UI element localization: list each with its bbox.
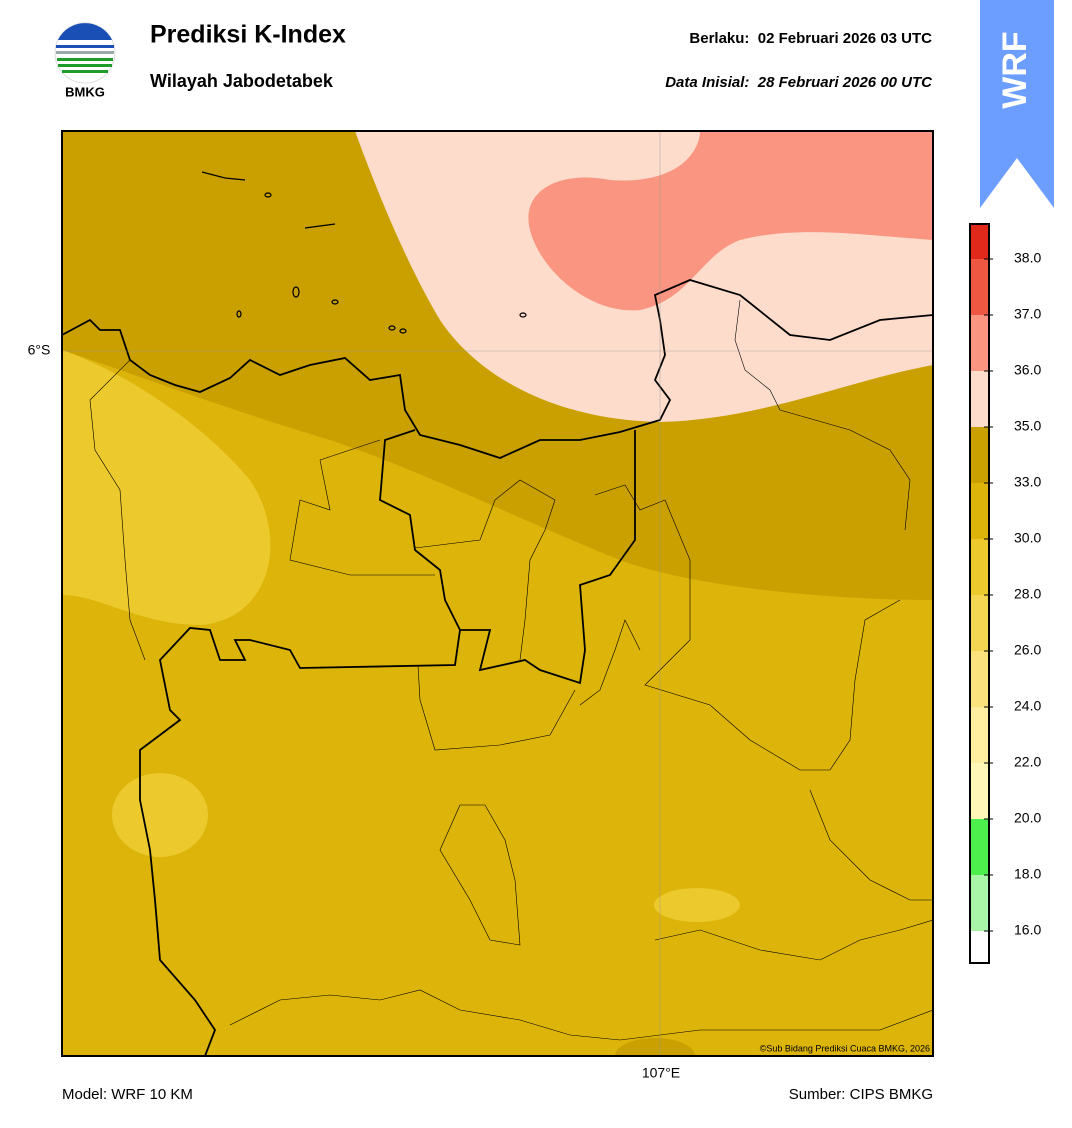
- logo-text: BMKG: [65, 84, 105, 99]
- colorbar-segment: [970, 819, 989, 875]
- logo: BMKG: [54, 22, 116, 99]
- colorbar-tick-label: 26.0: [1014, 642, 1041, 658]
- lon-label: 107°E: [642, 1065, 680, 1081]
- colorbar-tick-label: 18.0: [1014, 866, 1041, 882]
- source-label: Sumber: CIPS BMKG: [789, 1086, 933, 1103]
- colorbar-segment: [970, 259, 989, 315]
- init-time: Data Inisial: 28 Februari 2026 00 UTC: [665, 74, 933, 91]
- colorbar-segment: [970, 707, 989, 763]
- colorbar-tick-label: 36.0: [1014, 362, 1041, 378]
- colorbar-segment: [970, 763, 989, 819]
- model-badge-text: WRF: [996, 31, 1034, 108]
- colorbar-tick-label: 30.0: [1014, 530, 1041, 546]
- colorbar-tick-label: 38.0: [1014, 250, 1041, 266]
- colorbar-segment: [970, 483, 989, 539]
- map-frame: [61, 130, 934, 1057]
- colorbar-segment: [970, 651, 989, 707]
- colorbar-segment: [970, 539, 989, 595]
- colorbar-tick-label: 33.0: [1014, 474, 1041, 490]
- colorbar-segment: [970, 931, 989, 963]
- colorbar-segment: [970, 371, 989, 427]
- colorbar-tick-label: 37.0: [1014, 306, 1041, 322]
- colorbar-segment: [970, 875, 989, 931]
- model-badge: [980, 0, 1054, 208]
- colorbar-segment: [970, 224, 989, 259]
- colorbar-tick-label: 28.0: [1014, 586, 1041, 602]
- colorbar-frame: [969, 223, 990, 964]
- colorbar-segment: [970, 427, 989, 483]
- copyright: ©Sub Bidang Prediksi Cuaca BMKG, 2026: [760, 1043, 930, 1053]
- map: ©Sub Bidang Prediksi Cuaca BMKG, 2026: [62, 131, 933, 1056]
- valid-time: Berlaku: 02 Februari 2026 03 UTC: [689, 30, 932, 47]
- colorbar-tick-label: 20.0: [1014, 810, 1041, 826]
- colorbar-segment: [970, 315, 989, 371]
- model-label: Model: WRF 10 KM: [62, 1086, 193, 1103]
- subtitle: Wilayah Jabodetabek: [150, 71, 334, 91]
- colorbar-segment: [970, 595, 989, 651]
- title: Prediksi K-Index: [150, 21, 346, 49]
- colorbar: 16.0 18.0 20.0 22.0 24.0 26.0 28.0 30.0 33.0 35.0…: [969, 223, 1041, 964]
- colorbar-tick-label: 24.0: [1014, 698, 1041, 714]
- lat-label: 6°S: [28, 342, 51, 358]
- colorbar-tick-label: 16.0: [1014, 922, 1041, 938]
- colorbar-tick-label: 22.0: [1014, 754, 1041, 770]
- colorbar-tick-label: 35.0: [1014, 418, 1041, 434]
